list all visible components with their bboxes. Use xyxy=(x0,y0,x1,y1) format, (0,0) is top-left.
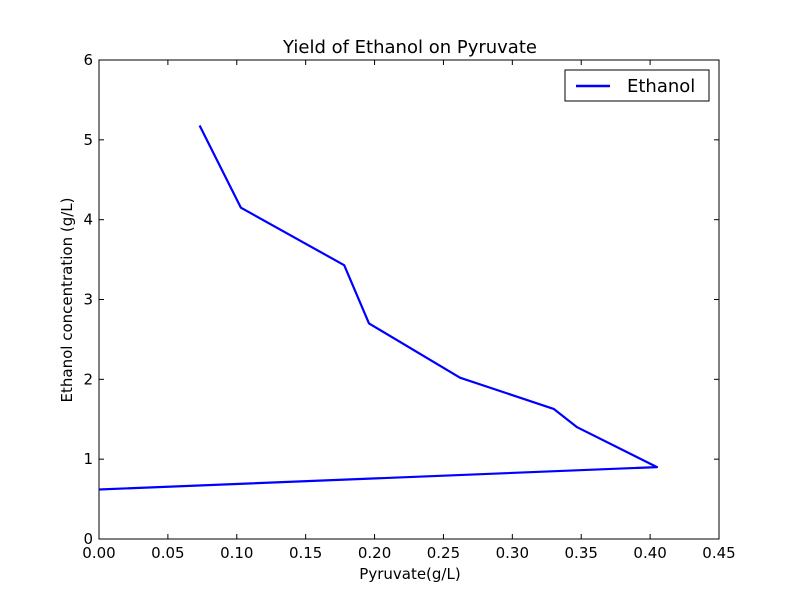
y-tick-label: 2 xyxy=(83,370,93,388)
x-axis: 0.00 0.05 0.10 0.15 0.20 0.25 0.30 0.35 0.40 0.45 xyxy=(82,60,736,562)
y-tick-label: 3 xyxy=(83,291,93,309)
x-tick-label: 0.15 xyxy=(289,544,322,562)
x-tick-label: 0.40 xyxy=(633,544,666,562)
y-tick-label: 5 xyxy=(83,131,93,149)
x-tick-label: 0.05 xyxy=(151,544,184,562)
y-tick-label: 4 xyxy=(83,211,93,229)
x-tick-label: 0.10 xyxy=(220,544,253,562)
plot-frame xyxy=(98,59,720,540)
x-axis-label: Pyruvate(g/L) xyxy=(359,565,460,583)
x-tick-label: 0.25 xyxy=(427,544,460,562)
y-tick-label: 6 xyxy=(83,51,93,69)
x-tick-label: 0.00 xyxy=(82,544,115,562)
y-axis: 0 1 2 3 4 5 6 xyxy=(83,51,719,548)
y-tick-label: 1 xyxy=(83,450,93,468)
y-tick-label: 0 xyxy=(83,530,93,548)
legend-label: Ethanol xyxy=(627,76,695,97)
series-line-ethanol xyxy=(98,125,659,491)
x-tick-label: 0.35 xyxy=(565,544,598,562)
x-tick-label: 0.20 xyxy=(358,544,391,562)
chart-title: Yield of Ethanol on Pyruvate xyxy=(282,37,537,58)
legend: Ethanol xyxy=(564,69,710,102)
x-tick-label: 0.30 xyxy=(496,544,529,562)
y-axis-label: Ethanol concentration (g/L) xyxy=(58,198,76,403)
x-tick-label: 0.45 xyxy=(702,544,735,562)
